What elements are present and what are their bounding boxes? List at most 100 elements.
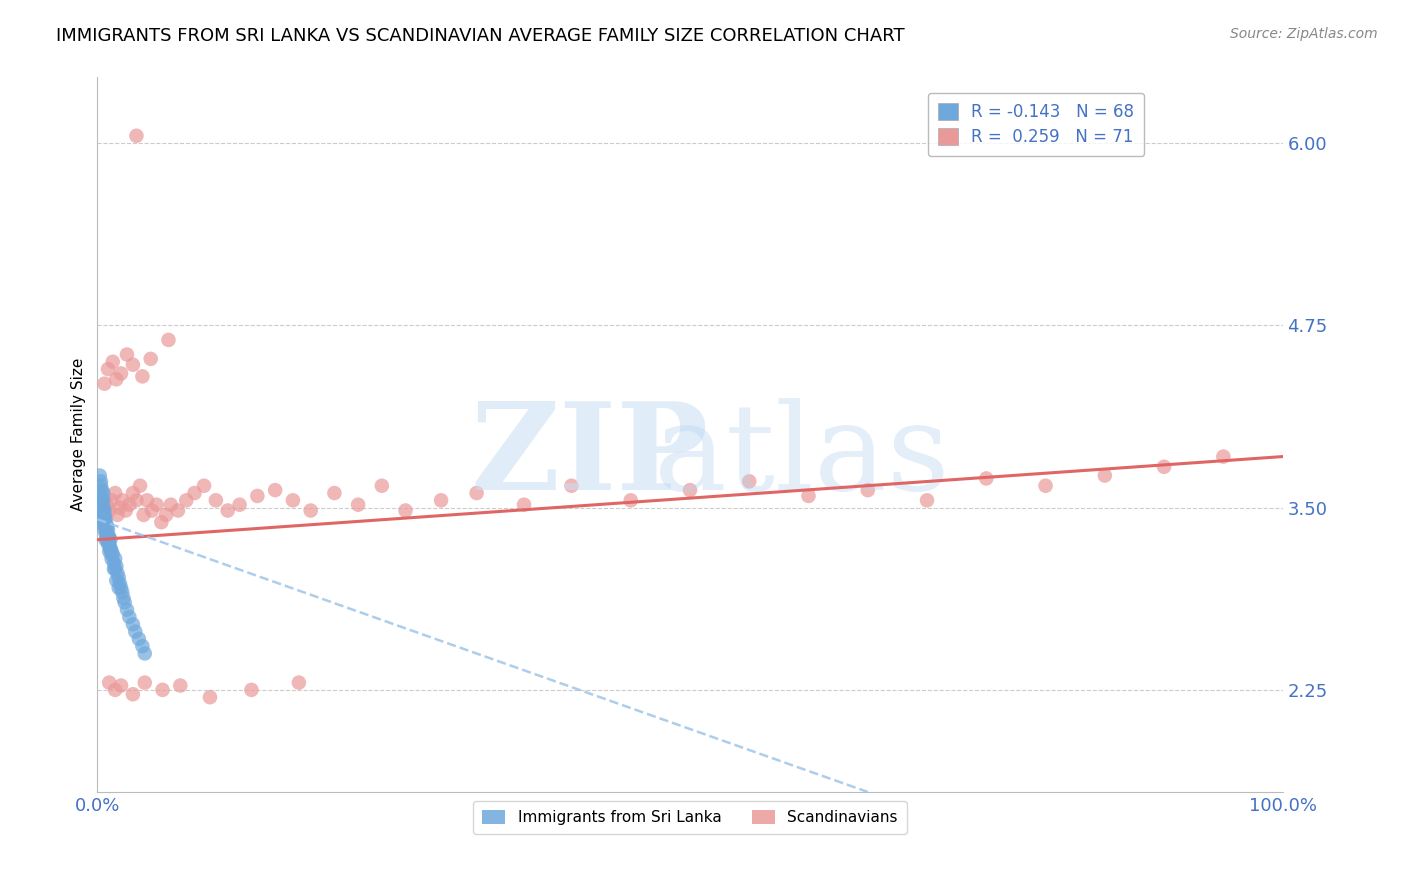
Point <box>98 675 121 690</box>
Point <box>228 498 250 512</box>
Point <box>93 376 115 391</box>
Point <box>620 493 643 508</box>
Point <box>94 526 117 541</box>
Text: IMMIGRANTS FROM SRI LANKA VS SCANDINAVIAN AVERAGE FAMILY SIZE CORRELATION CHART: IMMIGRANTS FROM SRI LANKA VS SCANDINAVIA… <box>56 27 905 45</box>
Point <box>91 518 114 533</box>
Point <box>103 556 125 570</box>
Point <box>90 489 112 503</box>
Point <box>174 493 197 508</box>
Point <box>94 518 117 533</box>
Point <box>91 493 114 508</box>
Point <box>91 512 114 526</box>
Point <box>108 576 131 591</box>
Point <box>107 508 129 522</box>
Point <box>105 558 128 573</box>
Point <box>915 493 938 508</box>
Point <box>91 500 114 515</box>
Point <box>91 493 114 508</box>
Point <box>104 682 127 697</box>
Point <box>150 515 173 529</box>
Point <box>107 566 129 581</box>
Point <box>100 547 122 561</box>
Point <box>347 498 370 512</box>
Point <box>134 647 156 661</box>
Text: ZIP: ZIP <box>470 397 709 516</box>
Point <box>679 483 702 497</box>
Point <box>104 486 127 500</box>
Point <box>288 675 311 690</box>
Point <box>115 347 138 361</box>
Point <box>94 518 117 533</box>
Point <box>98 530 121 544</box>
Point <box>110 581 132 595</box>
Point <box>1212 450 1234 464</box>
Point <box>91 503 114 517</box>
Point <box>264 483 287 497</box>
Point <box>139 351 162 366</box>
Point <box>797 489 820 503</box>
Point <box>246 489 269 503</box>
Point <box>91 493 114 508</box>
Point <box>299 503 322 517</box>
Point <box>134 675 156 690</box>
Point <box>371 479 394 493</box>
Point <box>94 533 117 547</box>
Point <box>105 372 128 386</box>
Point <box>1094 468 1116 483</box>
Point <box>105 574 128 588</box>
Point <box>160 498 183 512</box>
Text: Source: ZipAtlas.com: Source: ZipAtlas.com <box>1230 27 1378 41</box>
Y-axis label: Average Family Size: Average Family Size <box>72 358 86 511</box>
Point <box>93 503 115 517</box>
Point <box>89 468 111 483</box>
Point <box>122 617 145 632</box>
Point <box>125 128 148 143</box>
Point <box>91 483 114 497</box>
Point <box>122 687 145 701</box>
Point <box>97 362 120 376</box>
Point <box>167 503 190 517</box>
Point <box>111 585 134 599</box>
Point <box>111 493 134 508</box>
Point <box>124 624 146 639</box>
Point <box>118 498 141 512</box>
Point <box>96 533 118 547</box>
Point <box>97 530 120 544</box>
Point <box>129 479 152 493</box>
Point <box>122 358 145 372</box>
Point <box>131 369 153 384</box>
Point <box>91 508 114 522</box>
Point <box>98 503 121 517</box>
Point <box>513 498 536 512</box>
Point <box>100 533 122 547</box>
Point <box>128 632 150 646</box>
Point <box>87 493 110 508</box>
Point <box>323 486 346 500</box>
Point <box>152 682 174 697</box>
Point <box>104 562 127 576</box>
Point <box>101 547 124 561</box>
Point <box>856 483 879 497</box>
Point <box>97 530 120 544</box>
Point <box>131 639 153 653</box>
Point <box>90 479 112 493</box>
Point <box>91 503 114 517</box>
Point <box>145 498 167 512</box>
Point <box>107 571 129 585</box>
Point <box>93 508 115 522</box>
Point <box>91 498 114 512</box>
Point <box>157 333 180 347</box>
Point <box>100 541 122 556</box>
Point <box>96 526 118 541</box>
Point <box>100 551 122 566</box>
Point <box>96 518 118 533</box>
Point <box>114 595 136 609</box>
Point <box>93 515 115 529</box>
Point <box>103 562 125 576</box>
Point <box>93 523 115 537</box>
Point <box>281 493 304 508</box>
Legend: Immigrants from Sri Lanka, Scandinavians: Immigrants from Sri Lanka, Scandinavians <box>474 801 907 834</box>
Point <box>738 475 761 489</box>
Point <box>240 682 263 697</box>
Point <box>1153 459 1175 474</box>
